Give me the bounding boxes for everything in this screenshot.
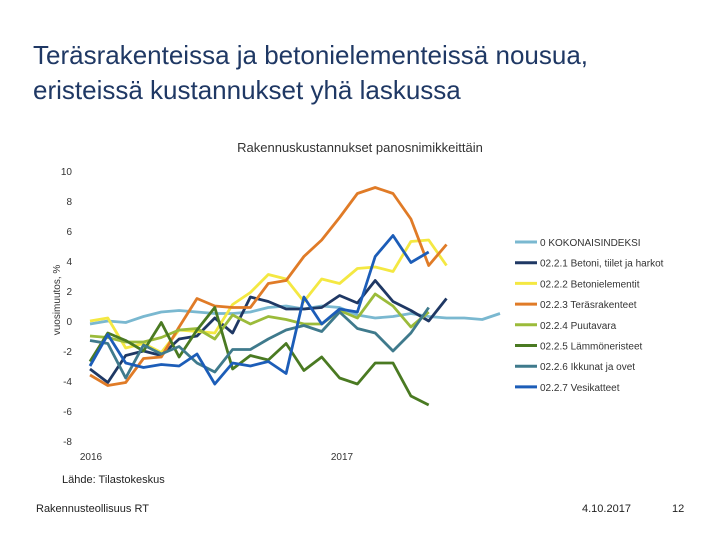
legend-label: 02.2.7 Vesikatteet: [540, 383, 620, 394]
series-lines: [88, 186, 501, 407]
series-line-02-2-6-ikkunat-ja-ovet: [89, 306, 430, 380]
y-axis-label: vuosimuutos, %: [52, 265, 63, 336]
y-tick-label: 2: [66, 287, 72, 298]
y-tick-label: 8: [66, 197, 72, 208]
legend-label: 02.2.3 Teräsrakenteet: [540, 300, 637, 311]
legend-label: 02.2.6 Ikkunat ja ovet: [540, 362, 635, 373]
series-line-02-2-1-betoni-tiilet-ja-harkot: [89, 279, 448, 384]
x-tick-label: 2016: [80, 452, 103, 463]
y-axis-ticks: 10 8 6 4 2 0 -2 -4 -6 -8: [61, 167, 73, 448]
legend-label: 0 KOKONAISINDEKSI: [540, 238, 641, 249]
x-axis-ticks: 2016 2017: [80, 452, 354, 463]
page-number: 12: [672, 503, 685, 515]
y-tick-label: 6: [66, 227, 72, 238]
legend-label: 02.2.4 Puutavara: [540, 321, 617, 332]
series-line-02-2-7-vesikatteet: [88, 234, 430, 386]
y-tick-label: 0: [66, 317, 72, 328]
y-tick-label: 10: [61, 167, 73, 178]
y-tick-label: -8: [63, 437, 72, 448]
slide-title: Teräsrakenteissa ja betonielementeissä n…: [33, 40, 589, 105]
y-tick-label: -6: [63, 407, 72, 418]
legend-label: 02.2.5 Lämmöneristeet: [540, 342, 643, 353]
series-line-02-2-2-betonielementit: [89, 238, 448, 354]
chart-title: Rakennuskustannukset panosnimikkeittäin: [237, 140, 483, 155]
series-line-02-2-4-puutavara: [89, 292, 430, 344]
legend-label: 02.2.2 Betonielementit: [540, 279, 640, 290]
source-note: Lähde: Tilastokeskus: [62, 474, 165, 486]
y-tick-label: -2: [63, 347, 72, 358]
series-line-02-2-5-l-mm-neristeet: [88, 306, 430, 407]
legend: 0 KOKONAISINDEKSI 02.2.1 Betoni, tiilet j…: [515, 238, 664, 394]
footer-date: 4.10.2017: [582, 503, 631, 515]
x-tick-label: 2017: [331, 452, 354, 463]
legend-label: 02.2.1 Betoni, tiilet ja harkot: [540, 259, 664, 270]
series-line-02-2-3-ter-srakenteet: [89, 186, 448, 387]
y-tick-label: -4: [63, 377, 72, 388]
y-tick-label: 4: [66, 257, 72, 268]
footer-organization: Rakennusteollisuus RT: [36, 503, 149, 515]
